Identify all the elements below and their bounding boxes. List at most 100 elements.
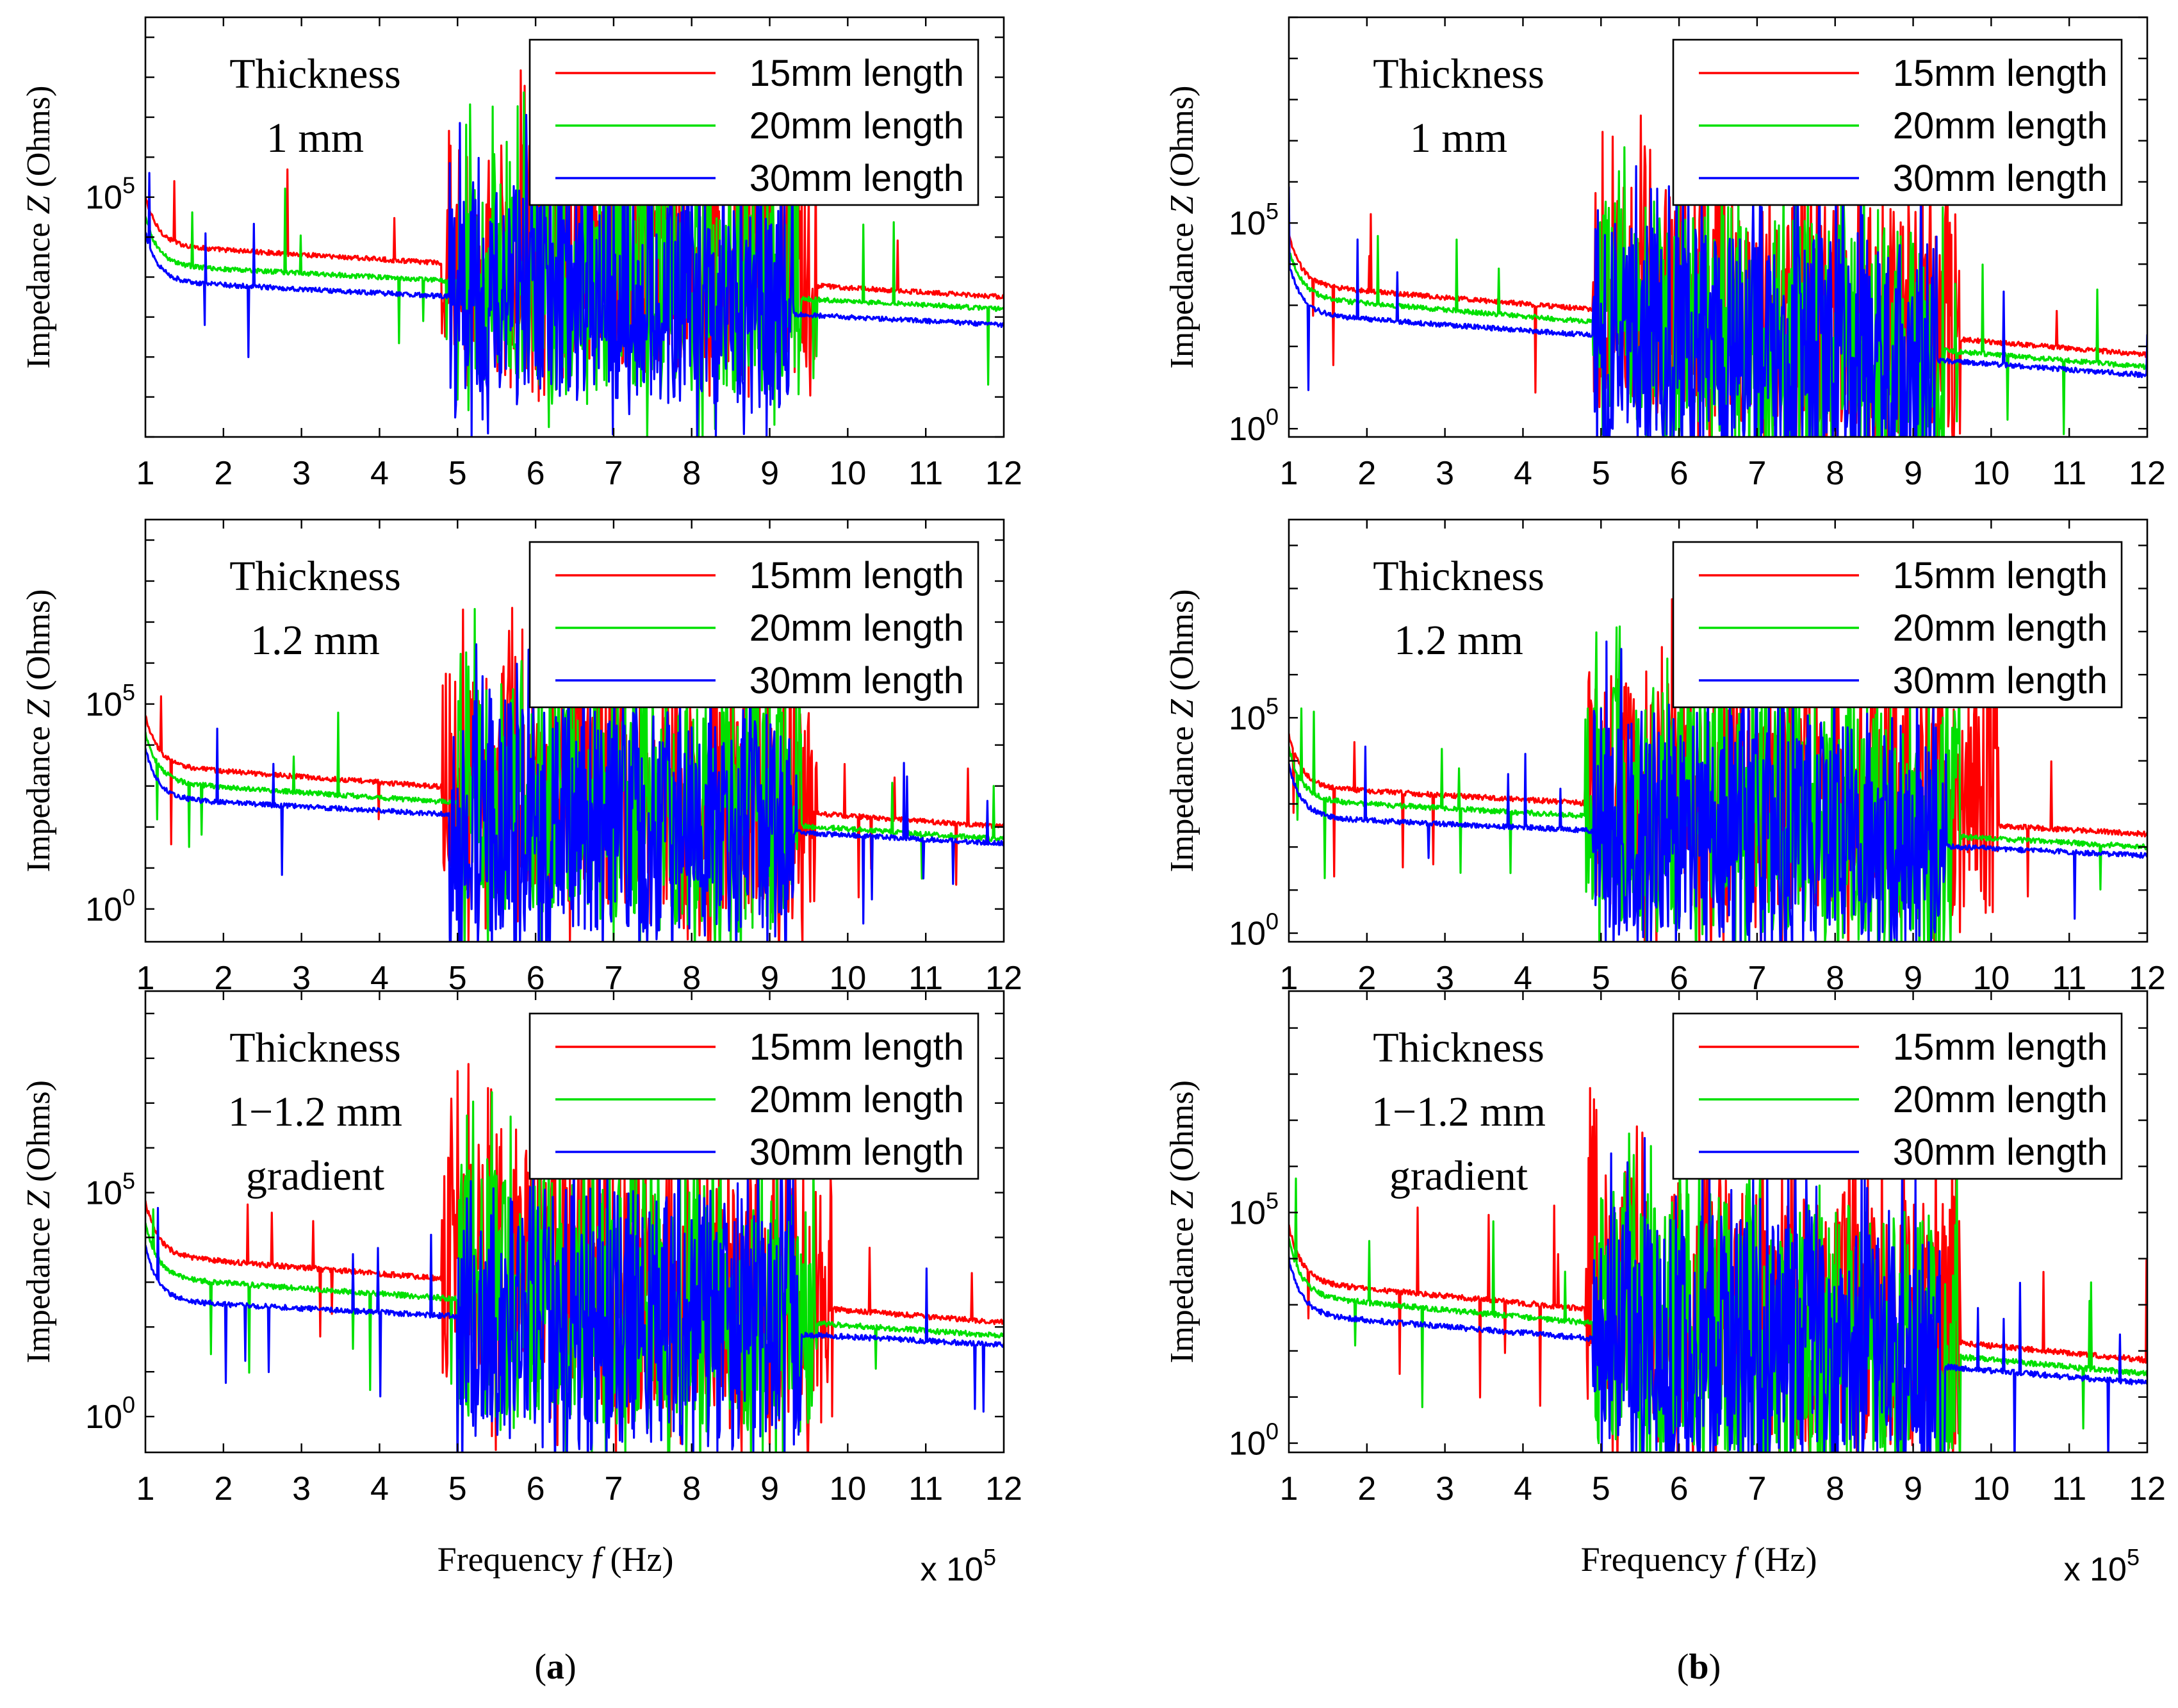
legend-entry: 30mm length: [749, 1131, 964, 1173]
x-tick-label: 8: [682, 1470, 701, 1507]
y-tick-label: 100: [85, 884, 135, 928]
legend-entry: 30mm length: [749, 660, 964, 702]
x-tick-label: 11: [2052, 455, 2086, 492]
x-tick-label: 1: [136, 455, 155, 492]
legend-entry: 15mm length: [749, 1026, 964, 1068]
panel-title-line: Thickness: [229, 553, 401, 600]
series-line-3: [1289, 160, 2147, 437]
legend-entry: 30mm length: [1893, 158, 2108, 199]
series-line-3: [1289, 1137, 2147, 1452]
x-tick-label: 4: [370, 455, 389, 492]
x-tick-label: 10: [829, 1470, 866, 1507]
panel-title-line: gradient: [246, 1153, 384, 1199]
axes-frame: [1288, 990, 2149, 1454]
x-tick-label: 3: [1436, 455, 1454, 492]
series-line-3: [1289, 640, 2147, 942]
legend-entry: 20mm length: [749, 607, 964, 649]
panel-title-line: Thickness: [1373, 1024, 1544, 1071]
legend-entry: 30mm length: [1893, 1131, 2108, 1173]
x-tick-label: 10: [829, 455, 866, 492]
panel-title-line: 1.2 mm: [250, 617, 380, 664]
series-line-3: [145, 113, 1004, 437]
panel-title-line: gradient: [1389, 1153, 1528, 1199]
panel-title-line: Thickness: [1373, 51, 1544, 97]
y-axis-label: Impedance Z (Ohms): [1164, 1080, 1200, 1363]
x-tick-label: 11: [2052, 1470, 2086, 1507]
series-line-1: [145, 69, 1004, 402]
x-tick-label: 1: [1280, 455, 1298, 492]
x-tick-label: 1: [1280, 1470, 1298, 1507]
panel-title-line: Thickness: [229, 51, 401, 97]
legend-entry: 15mm length: [749, 555, 964, 596]
x-tick-label: 7: [604, 455, 623, 492]
legend-entry: 15mm length: [1893, 555, 2108, 596]
panel-title-line: 1−1.2 mm: [1371, 1088, 1546, 1135]
axes-frame: [1288, 16, 2149, 438]
x-tick-label: 9: [1904, 455, 1922, 492]
panel-title-line: Thickness: [229, 1024, 401, 1071]
y-tick-label: 105: [1229, 1188, 1279, 1232]
legend-entry: 15mm length: [749, 53, 964, 94]
x-tick-label: 8: [1826, 455, 1844, 492]
x-tick-label: 4: [1514, 1470, 1532, 1507]
x-tick-label: 8: [1826, 1470, 1844, 1507]
y-axis-label: Impedance Z (Ohms): [1164, 86, 1200, 369]
axes-frame: [144, 518, 1005, 943]
x-tick-label: 10: [1972, 1470, 2010, 1507]
panel-title-line: 1.2 mm: [1394, 617, 1523, 664]
y-tick-label: 105: [85, 679, 135, 723]
x-tick-label: 7: [1748, 1470, 1766, 1507]
series-line-3: [145, 1112, 1004, 1452]
x-tick-label: 6: [1670, 1470, 1689, 1507]
x-tick-label: 5: [448, 455, 467, 492]
series-group: [145, 69, 1004, 437]
x-tick-label: 11: [908, 455, 943, 492]
panel-title-line: Thickness: [1373, 553, 1544, 600]
x-tick-label: 6: [527, 455, 545, 492]
x-tick-label: 12: [985, 455, 1022, 492]
panel-title-line: 1 mm: [1410, 115, 1507, 161]
x-tick-label: 6: [527, 1470, 545, 1507]
series-group: [1289, 598, 2147, 942]
legend-entry: 15mm length: [1893, 1026, 2108, 1068]
x-tick-label: 12: [2129, 1470, 2166, 1507]
series-line-2: [145, 608, 1004, 942]
x-tick-label: 12: [985, 1470, 1022, 1507]
x-tick-label: 5: [448, 1470, 467, 1507]
x-axis-label: Frequency f (Hz): [1581, 1540, 1817, 1579]
y-axis-label: Impedance Z (Ohms): [20, 589, 57, 873]
legend-entry: 15mm length: [1893, 53, 2108, 94]
y-tick-label: 100: [85, 1392, 135, 1436]
y-axis-label: Impedance Z (Ohms): [1164, 589, 1200, 873]
x-tick-label: 2: [1357, 455, 1376, 492]
x-axis-multiplier: x 105: [921, 1544, 996, 1588]
x-tick-label: 7: [1748, 455, 1766, 492]
x-tick-label: 5: [1592, 455, 1610, 492]
x-tick-label: 8: [682, 455, 701, 492]
y-tick-label: 100: [1229, 1418, 1279, 1463]
x-tick-label: 2: [214, 455, 233, 492]
x-tick-label: 9: [760, 1470, 779, 1507]
series-line-2: [145, 86, 1004, 437]
series-line-2: [145, 1090, 1004, 1452]
series-group: [145, 607, 1004, 942]
x-tick-label: 5: [1592, 1470, 1610, 1507]
x-axis-label: Frequency f (Hz): [438, 1540, 674, 1579]
x-tick-label: 4: [1514, 455, 1532, 492]
axes-frame: [144, 16, 1005, 438]
x-tick-label: 6: [1670, 455, 1689, 492]
panel-title-line: 1 mm: [266, 115, 364, 161]
x-axis-multiplier: x 105: [2064, 1544, 2140, 1588]
y-tick-label: 105: [1229, 198, 1279, 242]
x-tick-label: 2: [1357, 1470, 1376, 1507]
panel-title-line: 1−1.2 mm: [228, 1088, 402, 1135]
x-tick-label: 3: [292, 455, 311, 492]
y-tick-label: 100: [1229, 908, 1279, 953]
legend-entry: 20mm length: [1893, 105, 2108, 147]
x-tick-label: 1: [136, 1470, 155, 1507]
